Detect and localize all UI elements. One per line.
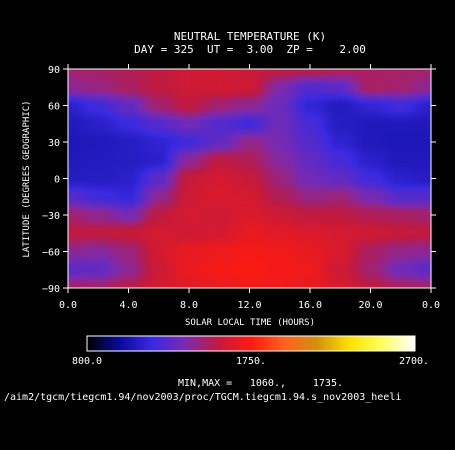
x-tick-label: 12.0 <box>237 300 261 311</box>
y-tick-label: 90 <box>48 65 60 76</box>
colorbar <box>86 335 416 352</box>
chart-subtitle: DAY = 325 UT = 3.00 ZP = 2.00 <box>134 43 366 56</box>
max-value: 1735. <box>313 378 343 389</box>
y-tick-label: 0 <box>54 175 60 186</box>
colorbar-mid-label: 1750. <box>236 356 266 367</box>
x-axis: 0.0 4.0 8.0 12.0 16.0 20.0 0.0 <box>59 64 440 311</box>
colorbar-max-label: 2700. <box>399 356 429 367</box>
y-tick-label: 30 <box>48 138 60 149</box>
y-tick-label: −90 <box>42 284 60 295</box>
chart-title: NEUTRAL TEMPERATURE (K) <box>174 30 326 43</box>
y-axis: 90 60 30 0 −30 −60 −90 <box>42 65 436 295</box>
x-axis-label: SOLAR LOCAL TIME (HOURS) <box>185 318 315 328</box>
min-value: 1060., <box>250 378 286 389</box>
temperature-heatmap <box>68 69 431 288</box>
y-tick-label: −60 <box>42 248 60 259</box>
minmax-label: MIN,MAX = <box>178 378 232 389</box>
x-tick-label: 0.0 <box>422 300 440 311</box>
footer-path: /aim2/tgcm/tiegcm1.94/nov2003/proc/TGCM.… <box>4 392 401 403</box>
y-tick-label: 60 <box>48 102 60 113</box>
colorbar-min-label: 800.0 <box>72 356 102 367</box>
plot-area <box>67 68 432 289</box>
y-tick-label: −30 <box>42 211 60 222</box>
x-tick-label: 20.0 <box>358 300 382 311</box>
x-tick-label: 4.0 <box>119 300 137 311</box>
x-tick-label: 8.0 <box>180 300 198 311</box>
x-tick-label: 16.0 <box>298 300 322 311</box>
y-axis-label: LATITUDE (DEGREES GEOGRAPHIC) <box>22 100 32 257</box>
x-tick-label: 0.0 <box>59 300 77 311</box>
